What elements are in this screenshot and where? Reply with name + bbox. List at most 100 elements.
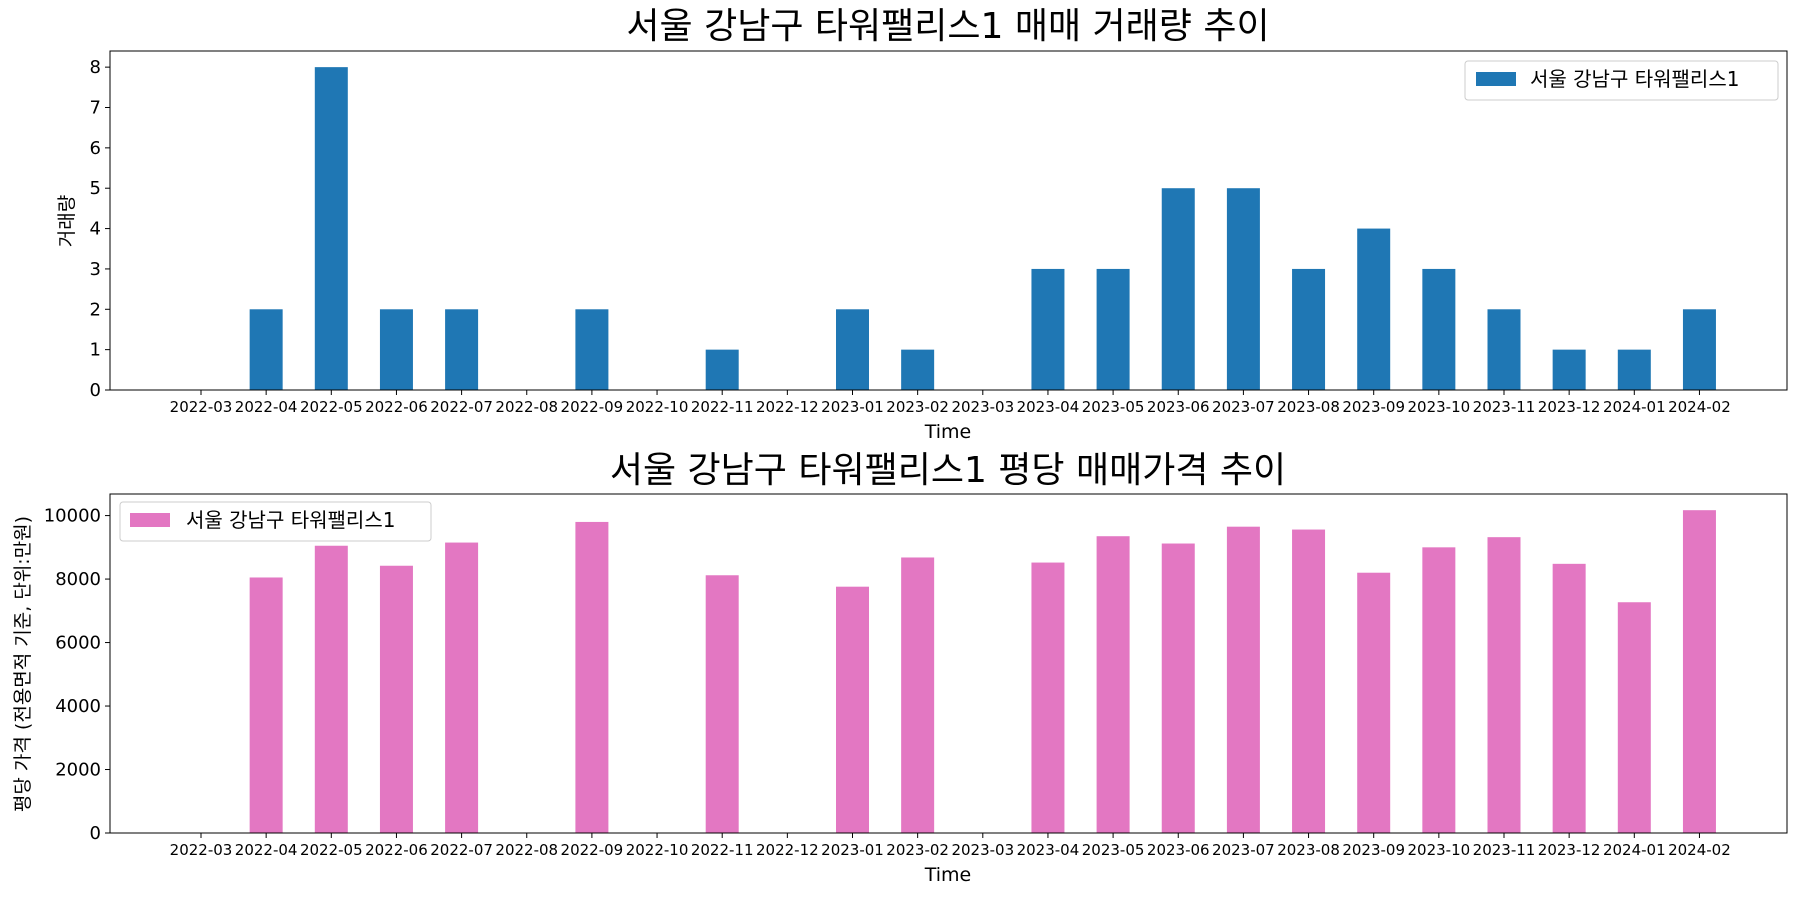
x-tick-label: 2022-12 (756, 398, 819, 416)
x-tick-label: 2024-02 (1668, 841, 1731, 859)
chart1-bars (249, 67, 1716, 390)
x-tick-label: 2022-03 (170, 841, 233, 859)
chart2-y-axis-label: 평당 가격 (전용면적 기준, 단위:만원) (12, 516, 34, 812)
bar-2023-11 (1487, 309, 1521, 390)
x-tick-label: 2023-01 (821, 398, 884, 416)
chart2-legend-box (119, 501, 432, 542)
chart1-title: 서울 강남구 타워팰리스1 매매 거래량 추이 (626, 6, 1269, 47)
chart1-legend-label: 서울 강남구 타워팰리스1 (1530, 67, 1739, 91)
x-tick-label: 2023-06 (1147, 841, 1210, 859)
chart-transaction-volume: 서울 강남구 타워팰리스1 매매 거래량 추이 0 1 2 3 4 5 6 7 8 2022-0… (56, 6, 1788, 443)
bar-2023-09 (1357, 228, 1391, 390)
bar-2023-05 (1096, 268, 1130, 390)
bar-2023-07 (1226, 188, 1260, 390)
y-tick-label: 2 (90, 299, 101, 320)
bar-2022-04 (249, 309, 283, 390)
chart2-x-axis-label: Time (924, 864, 972, 886)
y-tick-label: 10000 (44, 506, 101, 527)
chart2-legend: 서울 강남구 타워팰리스1 (119, 501, 432, 542)
x-tick-label: 2024-01 (1603, 841, 1666, 859)
bar-2024-01 (1617, 602, 1651, 833)
bar-2024-02 (1682, 309, 1716, 390)
y-tick-label: 4000 (55, 696, 101, 717)
y-tick-label: 3 (90, 259, 101, 280)
bar-2023-12 (1552, 563, 1586, 833)
y-tick-label: 4 (90, 219, 101, 240)
bar-2022-05 (314, 67, 348, 390)
x-tick-label: 2023-02 (886, 841, 949, 859)
x-tick-label: 2023-03 (951, 841, 1014, 859)
y-tick-label: 5 (90, 178, 101, 199)
bar-2023-05 (1096, 536, 1130, 833)
y-tick-label: 8 (90, 57, 101, 78)
x-tick-label: 2022-12 (756, 841, 819, 859)
x-tick-label: 2023-04 (1017, 398, 1080, 416)
x-tick-label: 2023-11 (1473, 841, 1536, 859)
x-tick-label: 2023-12 (1538, 841, 1601, 859)
bar-2023-01 (836, 309, 869, 390)
chart1-legend-box (1464, 60, 1779, 101)
x-tick-label: 2022-09 (561, 841, 624, 859)
bar-2023-07 (1226, 526, 1260, 833)
x-tick-label: 2022-03 (170, 398, 233, 416)
y-tick-label: 0 (90, 823, 101, 844)
bar-2022-05 (314, 545, 348, 833)
x-tick-label: 2023-07 (1212, 398, 1275, 416)
x-tick-label: 2023-08 (1277, 398, 1340, 416)
x-tick-label: 2022-07 (430, 841, 493, 859)
chart1-y-axis-label: 거래량 (56, 195, 78, 247)
x-tick-label: 2023-12 (1538, 398, 1601, 416)
bar-2022-06 (379, 309, 413, 390)
chart2-x-axis: 2022-03 2022-04 2022-05 2022-06 2022-07 2022-… (170, 833, 1731, 859)
y-tick-label: 0 (90, 380, 101, 401)
bar-2023-08 (1292, 268, 1326, 390)
x-tick-label: 2022-05 (300, 841, 363, 859)
bar-2024-01 (1617, 349, 1651, 390)
x-tick-label: 2022-11 (691, 398, 754, 416)
bar-2023-06 (1161, 188, 1195, 390)
x-tick-label: 2023-08 (1277, 841, 1340, 859)
chart2-plot-frame (109, 493, 1788, 834)
chart2-legend-swatch (130, 513, 170, 527)
bar-2023-12 (1552, 349, 1586, 390)
y-tick-label: 6 (90, 138, 101, 159)
bar-2023-06 (1161, 543, 1195, 833)
chart1-legend-swatch (1476, 72, 1516, 86)
chart-price-per-pyeong: 서울 강남구 타워팰리스1 평당 매매가격 추이 0 2000 4000 6000 80… (12, 450, 1788, 886)
x-tick-label: 2023-03 (951, 398, 1014, 416)
chart1-x-axis-label: Time (924, 421, 972, 443)
x-tick-label: 2022-11 (691, 841, 754, 859)
bar-2023-02 (901, 557, 935, 833)
bar-2022-07 (445, 309, 479, 390)
bar-2023-09 (1357, 572, 1391, 833)
x-tick-label: 2023-09 (1342, 398, 1405, 416)
x-tick-label: 2023-10 (1408, 841, 1471, 859)
chart2-title: 서울 강남구 타워팰리스1 평당 매매가격 추이 (610, 450, 1286, 491)
bar-2023-08 (1292, 529, 1326, 833)
chart2-legend-label: 서울 강남구 타워팰리스1 (186, 508, 395, 532)
x-tick-label: 2022-10 (626, 398, 689, 416)
x-tick-label: 2024-01 (1603, 398, 1666, 416)
x-tick-label: 2022-08 (495, 841, 558, 859)
chart1-x-axis: 2022-03 2022-04 2022-05 2022-06 2022-07 2022-… (170, 390, 1731, 416)
bar-2023-02 (901, 349, 935, 390)
bar-2023-04 (1031, 562, 1065, 833)
bar-2022-11 (705, 349, 739, 390)
x-tick-label: 2022-04 (235, 398, 298, 416)
bar-2022-09 (575, 521, 609, 833)
bar-2022-04 (249, 577, 283, 833)
x-tick-label: 2022-07 (430, 398, 493, 416)
x-tick-label: 2022-10 (626, 841, 689, 859)
y-tick-label: 1 (90, 340, 101, 361)
y-tick-label: 2000 (55, 760, 101, 781)
bar-2022-11 (705, 575, 739, 833)
chart1-plot-frame (109, 50, 1788, 391)
x-tick-label: 2022-06 (365, 841, 428, 859)
x-tick-label: 2022-06 (365, 398, 428, 416)
bar-2023-10 (1422, 547, 1456, 833)
x-tick-label: 2023-02 (886, 398, 949, 416)
bar-2022-06 (379, 565, 413, 833)
bar-2022-07 (445, 542, 479, 833)
x-tick-label: 2023-05 (1082, 398, 1145, 416)
